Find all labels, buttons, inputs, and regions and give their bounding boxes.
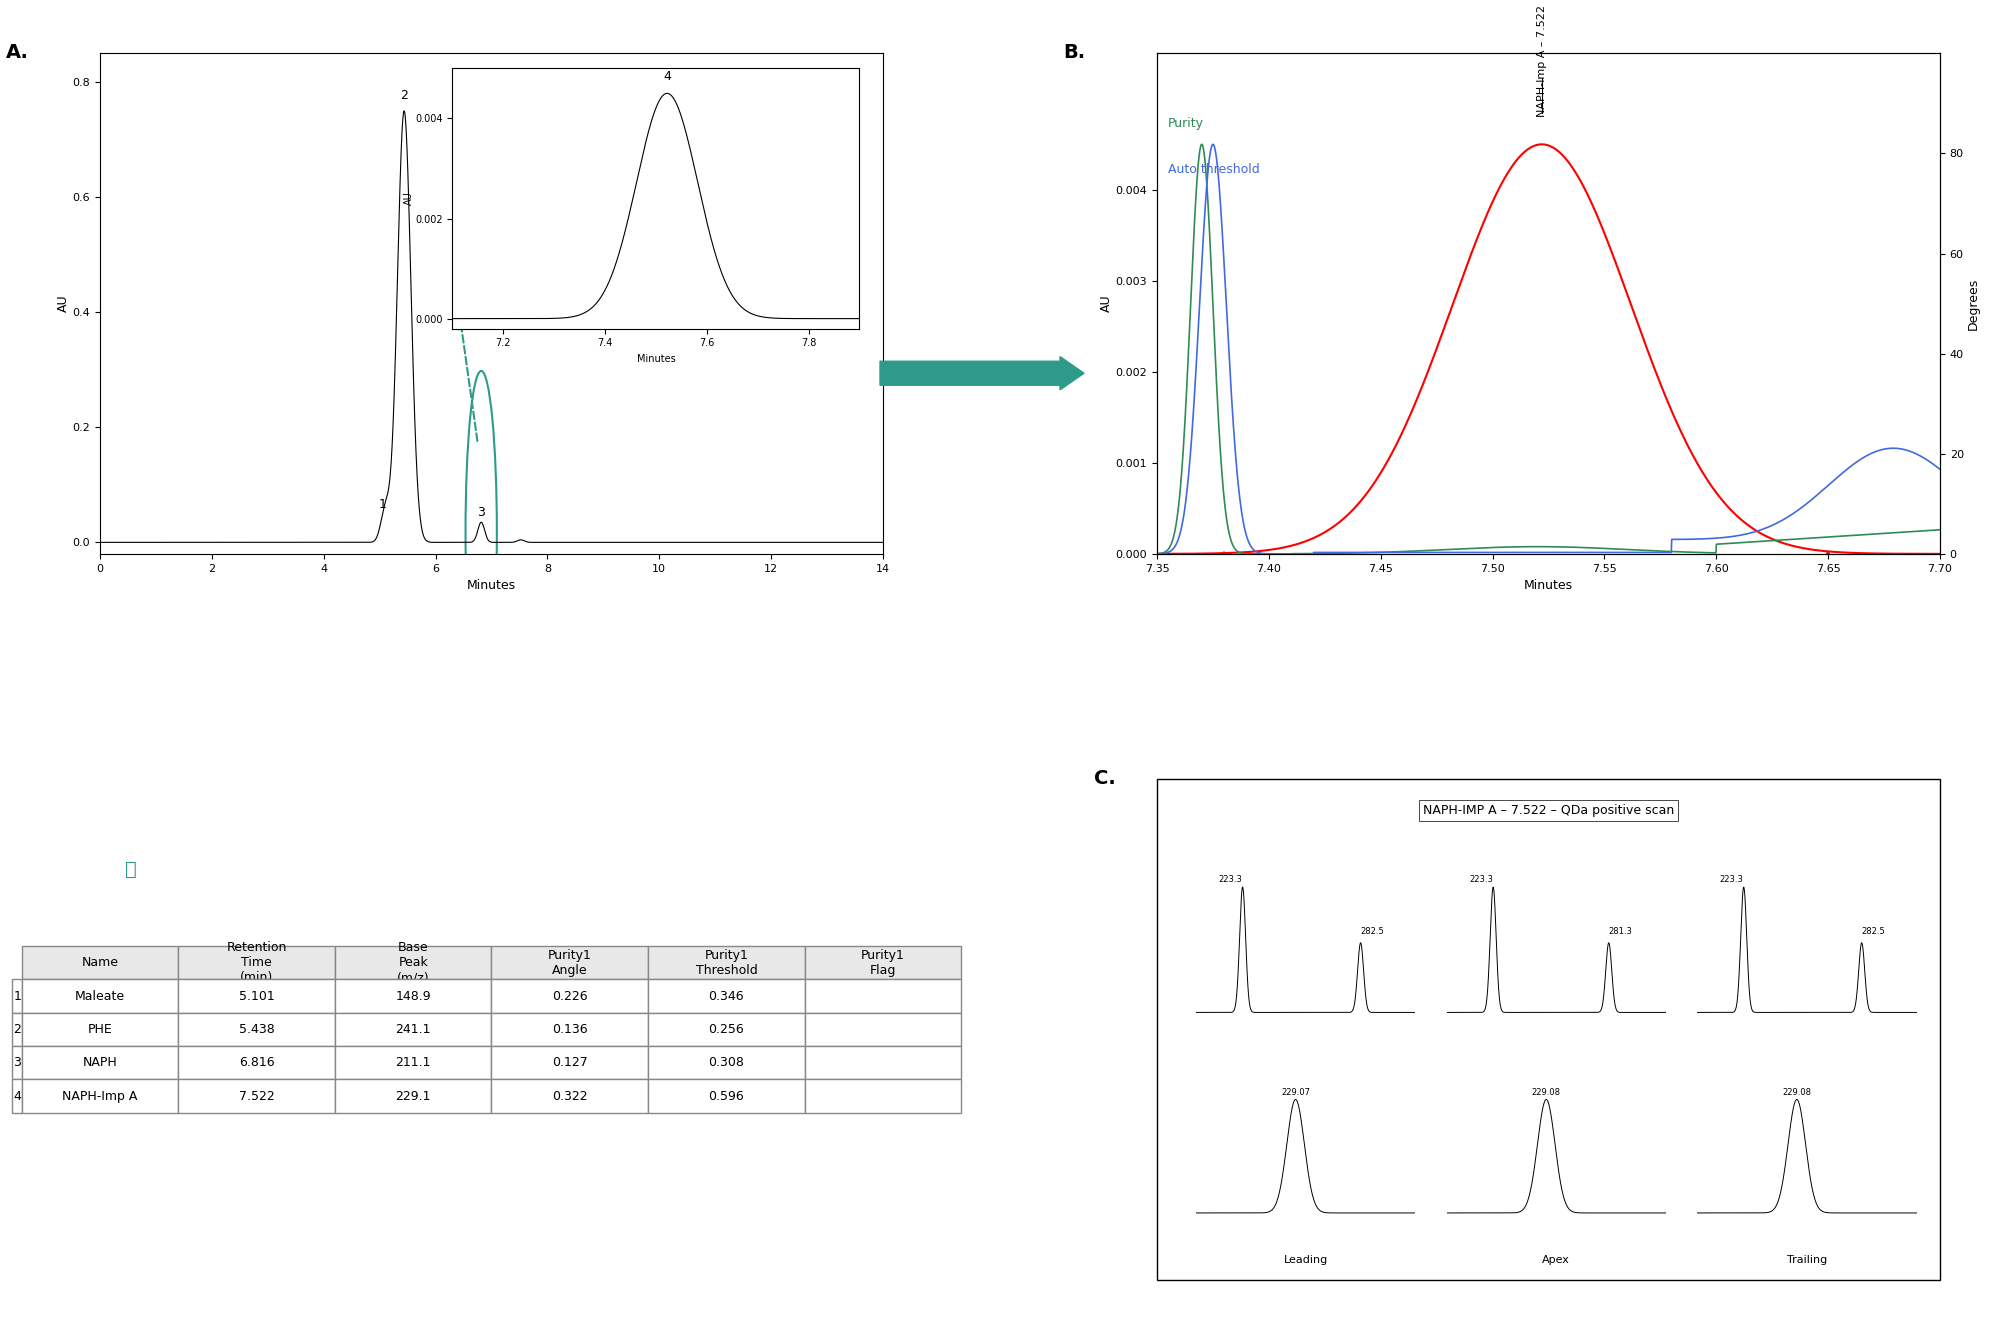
Text: 1: 1 [378,497,386,511]
Text: Apex: Apex [1542,1254,1570,1265]
Text: 3: 3 [478,507,486,520]
X-axis label: Minutes: Minutes [1524,579,1574,592]
Text: Trailing: Trailing [1786,1254,1828,1265]
Text: Leading: Leading [1284,1254,1328,1265]
Y-axis label: AU: AU [1100,295,1112,312]
Text: Auto threshold: Auto threshold [1168,163,1260,176]
Y-axis label: Degrees: Degrees [1966,277,1980,329]
FancyBboxPatch shape [1158,778,1940,1280]
X-axis label: Minutes: Minutes [466,579,516,592]
Text: Purity: Purity [1168,117,1204,131]
Text: C.: C. [1094,769,1116,788]
Text: B.: B. [1064,43,1086,63]
Text: A.: A. [6,43,28,63]
Text: NAPH-Imp A – 7.522: NAPH-Imp A – 7.522 [1536,5,1546,117]
Text: ✨: ✨ [126,860,138,878]
Y-axis label: AU: AU [56,295,70,312]
Text: 2: 2 [400,89,408,103]
Text: NAPH-IMP A – 7.522 – QDa positive scan: NAPH-IMP A – 7.522 – QDa positive scan [1422,804,1674,817]
